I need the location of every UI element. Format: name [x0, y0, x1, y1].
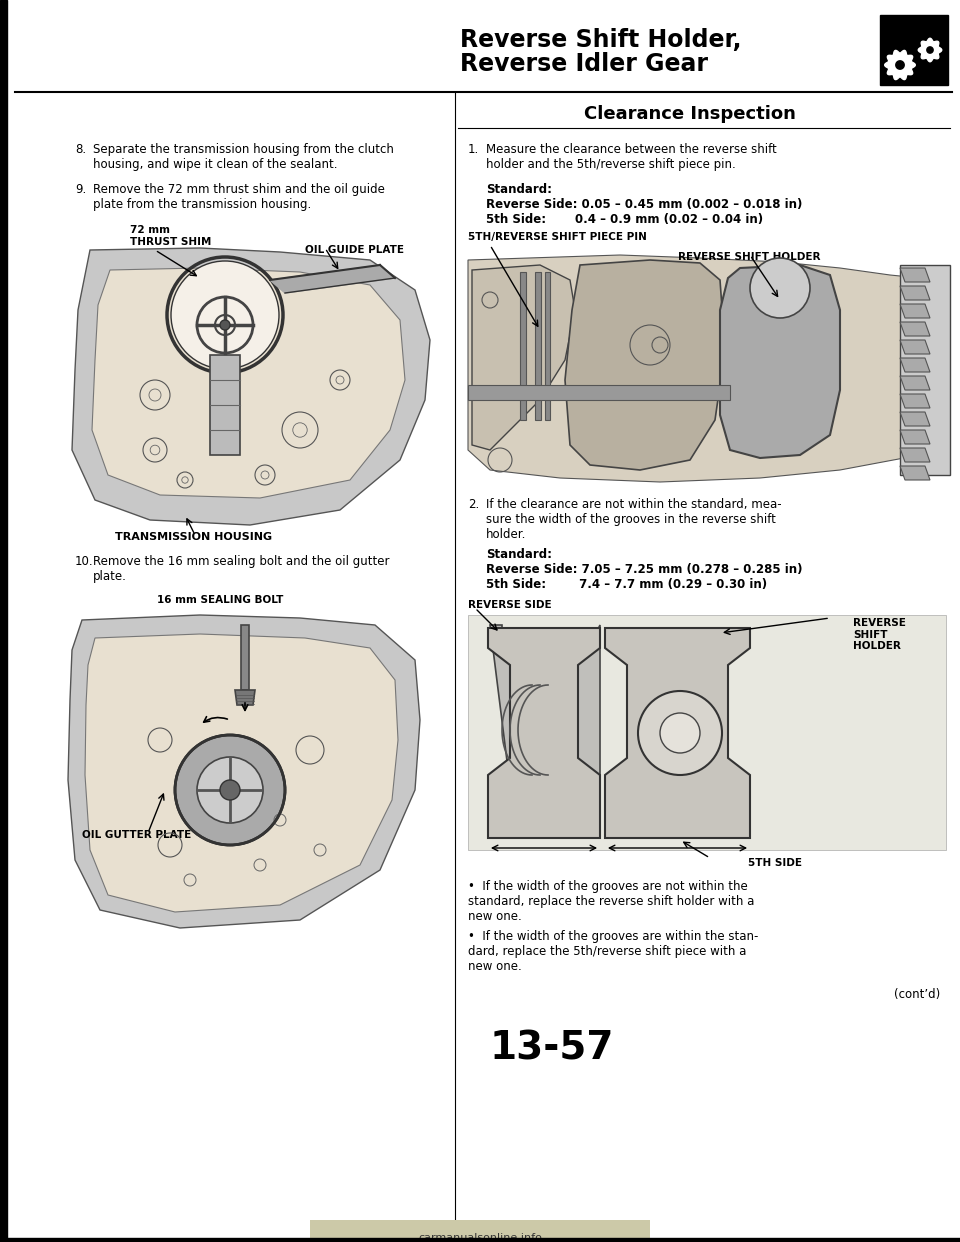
- Bar: [468, 615, 946, 850]
- Bar: [310, 1220, 650, 1242]
- Text: TRANSMISSION HOUSING: TRANSMISSION HOUSING: [115, 532, 272, 542]
- Text: If the clearance are not within the standard, mea-
sure the width of the grooves: If the clearance are not within the stan…: [486, 498, 781, 542]
- Polygon shape: [241, 625, 249, 691]
- Text: 16 mm SEALING BOLT: 16 mm SEALING BOLT: [156, 595, 283, 605]
- Polygon shape: [900, 466, 930, 479]
- Text: Separate the transmission housing from the clutch
housing, and wipe it clean of : Separate the transmission housing from t…: [93, 143, 394, 171]
- Text: 13-57: 13-57: [490, 1030, 614, 1068]
- Polygon shape: [545, 272, 550, 420]
- Text: 5TH SIDE: 5TH SIDE: [748, 858, 802, 868]
- Polygon shape: [900, 304, 930, 318]
- Text: Clearance Inspection: Clearance Inspection: [584, 106, 796, 123]
- Polygon shape: [488, 628, 600, 838]
- Text: Remove the 72 mm thrust shim and the oil guide
plate from the transmission housi: Remove the 72 mm thrust shim and the oil…: [93, 183, 385, 211]
- Polygon shape: [896, 61, 904, 70]
- Text: 2.: 2.: [468, 498, 479, 510]
- Polygon shape: [900, 394, 930, 409]
- Polygon shape: [900, 340, 930, 354]
- Circle shape: [750, 258, 810, 318]
- Text: carmanualsonline.info: carmanualsonline.info: [418, 1233, 542, 1242]
- Text: OIL GUIDE PLATE: OIL GUIDE PLATE: [305, 245, 404, 255]
- Circle shape: [638, 691, 722, 775]
- Polygon shape: [535, 272, 541, 420]
- Text: 10.: 10.: [75, 555, 94, 568]
- Polygon shape: [92, 268, 405, 498]
- Text: Remove the 16 mm sealing bolt and the oil gutter
plate.: Remove the 16 mm sealing bolt and the oi…: [93, 555, 390, 582]
- Text: Reverse Shift Holder,: Reverse Shift Holder,: [460, 29, 741, 52]
- Polygon shape: [900, 322, 930, 337]
- Text: THRUST SHIM: THRUST SHIM: [130, 237, 211, 247]
- Text: Standard:: Standard:: [486, 183, 552, 196]
- Circle shape: [171, 261, 279, 369]
- Polygon shape: [900, 430, 930, 443]
- Polygon shape: [900, 448, 930, 462]
- Text: Reverse Side: 0.05 – 0.45 mm (0.002 – 0.018 in): Reverse Side: 0.05 – 0.45 mm (0.002 – 0.…: [486, 197, 803, 211]
- Polygon shape: [900, 268, 930, 282]
- Circle shape: [197, 758, 263, 823]
- Text: •  If the width of the grooves are within the stan-
dard, replace the 5th/revers: • If the width of the grooves are within…: [468, 930, 758, 972]
- Text: •  If the width of the grooves are not within the
standard, replace the reverse : • If the width of the grooves are not wi…: [468, 881, 755, 923]
- Circle shape: [220, 780, 240, 800]
- Text: OIL GUTTER PLATE: OIL GUTTER PLATE: [82, 830, 191, 840]
- Polygon shape: [468, 385, 730, 400]
- Polygon shape: [919, 39, 942, 62]
- Polygon shape: [720, 265, 840, 458]
- Text: Reverse Idler Gear: Reverse Idler Gear: [460, 52, 708, 76]
- Polygon shape: [490, 625, 600, 825]
- Polygon shape: [900, 358, 930, 373]
- Text: Measure the clearance between the reverse shift
holder and the 5th/reverse shift: Measure the clearance between the revers…: [486, 143, 777, 171]
- Text: Reverse Side: 7.05 – 7.25 mm (0.278 – 0.285 in): Reverse Side: 7.05 – 7.25 mm (0.278 – 0.…: [486, 563, 803, 576]
- Polygon shape: [472, 265, 575, 450]
- Text: (cont’d): (cont’d): [894, 987, 940, 1001]
- Text: Standard:: Standard:: [486, 548, 552, 561]
- Polygon shape: [68, 615, 420, 928]
- Polygon shape: [605, 628, 750, 838]
- Text: REVERSE SHIFT HOLDER: REVERSE SHIFT HOLDER: [678, 252, 821, 262]
- Polygon shape: [900, 412, 930, 426]
- Polygon shape: [270, 265, 395, 293]
- Polygon shape: [85, 633, 398, 912]
- Polygon shape: [520, 272, 526, 420]
- Polygon shape: [72, 248, 430, 525]
- Text: REVERSE SIDE: REVERSE SIDE: [468, 600, 552, 610]
- Text: 1.: 1.: [468, 143, 479, 156]
- Polygon shape: [468, 255, 948, 482]
- Polygon shape: [926, 47, 933, 53]
- Text: REVERSE
SHIFT
HOLDER: REVERSE SHIFT HOLDER: [853, 619, 906, 651]
- Text: 72 mm: 72 mm: [130, 225, 170, 235]
- Circle shape: [220, 320, 230, 330]
- Text: 8.: 8.: [75, 143, 86, 156]
- Text: 5TH/REVERSE SHIFT PIECE PIN: 5TH/REVERSE SHIFT PIECE PIN: [468, 232, 647, 242]
- Polygon shape: [885, 51, 915, 79]
- Polygon shape: [235, 691, 255, 705]
- Circle shape: [175, 735, 285, 845]
- Bar: [0, 1238, 960, 1242]
- Bar: [0, 0, 7, 1242]
- Text: 5th Side:       0.4 – 0.9 mm (0.02 – 0.04 in): 5th Side: 0.4 – 0.9 mm (0.02 – 0.04 in): [486, 212, 763, 226]
- Text: 9.: 9.: [75, 183, 86, 196]
- Polygon shape: [210, 355, 240, 455]
- Polygon shape: [900, 376, 930, 390]
- Text: 5th Side:        7.4 – 7.7 mm (0.29 – 0.30 in): 5th Side: 7.4 – 7.7 mm (0.29 – 0.30 in): [486, 578, 767, 591]
- Polygon shape: [900, 286, 930, 301]
- Polygon shape: [900, 265, 950, 474]
- Circle shape: [660, 713, 700, 753]
- Polygon shape: [565, 260, 725, 469]
- Bar: [880, 15, 948, 84]
